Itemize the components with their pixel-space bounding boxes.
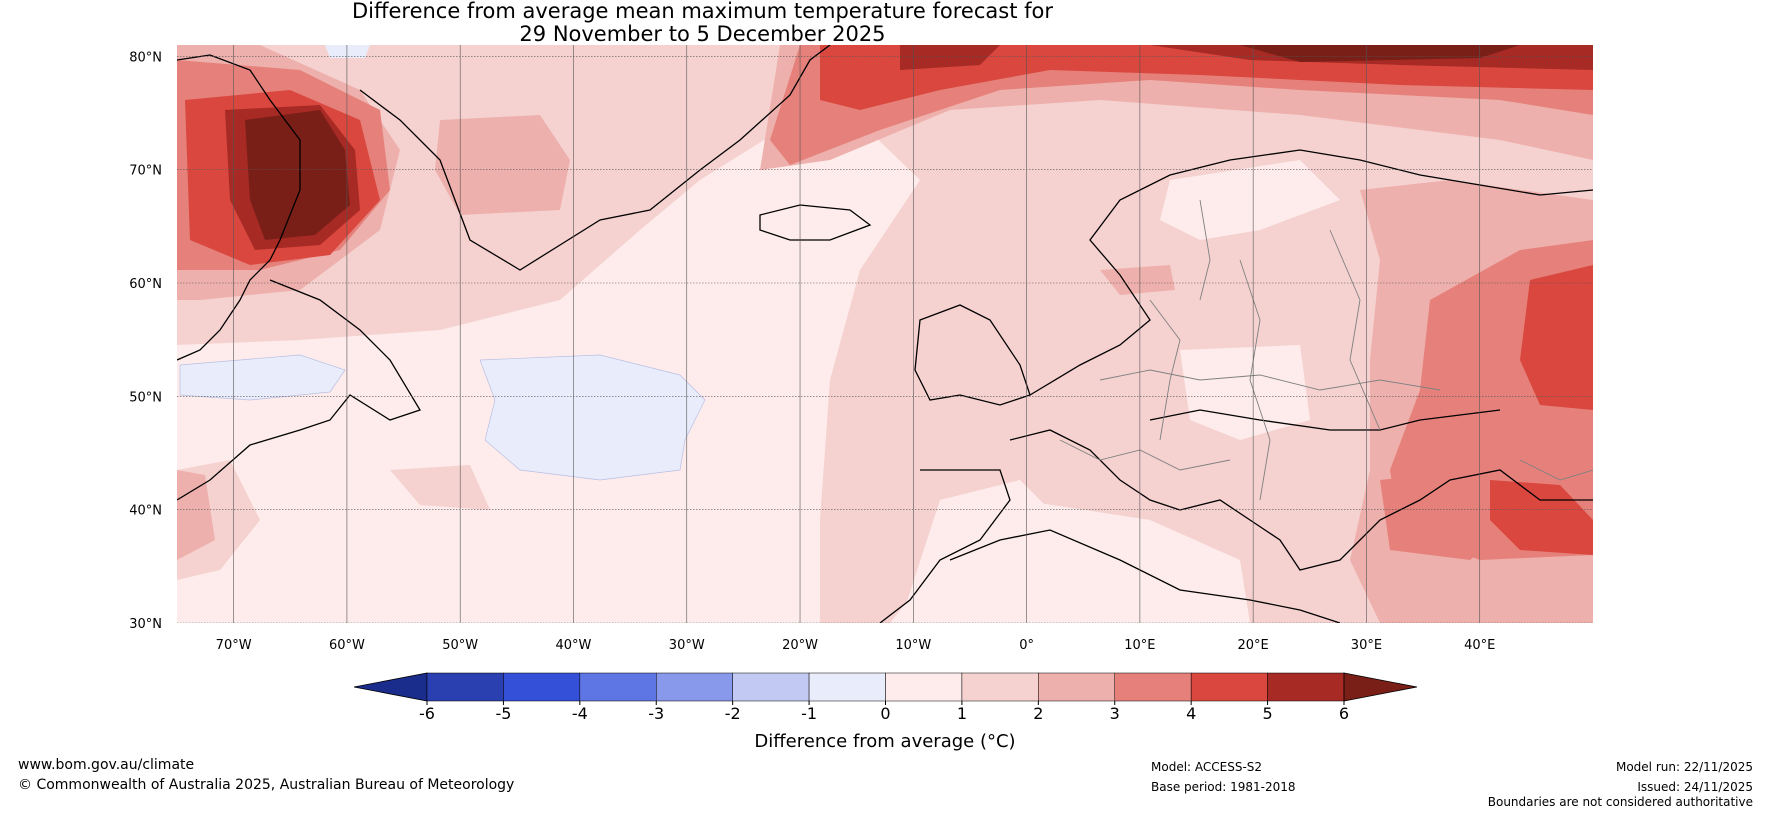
issued-text: Issued: 24/11/2025: [1637, 780, 1753, 794]
colorbar-segment: [1267, 672, 1345, 702]
coastline-scandinavia-north: [1029, 149, 1593, 396]
lon-tick-label: 30°W: [669, 638, 705, 653]
anomaly-region-below-average-atlantic: [479, 354, 706, 481]
anomaly-region-2-3-norway: [1100, 265, 1175, 295]
base-period-text: Base period: 1981-2018: [1151, 780, 1296, 794]
colorbar-tick-label: 3: [1110, 704, 1120, 723]
lon-tick-label: 30°E: [1351, 638, 1382, 653]
lon-tick-label: 40°W: [556, 638, 592, 653]
coastline-iberia: [879, 469, 1011, 623]
anomaly-field: [177, 45, 1593, 623]
colorbar-tick-label: 0: [880, 704, 890, 723]
lon-tick-label: 50°W: [442, 638, 478, 653]
colorbar-segment: [426, 672, 504, 702]
colorbar-segment: [961, 672, 1039, 702]
anomaly-region-above-6-arctic: [1240, 45, 1520, 62]
anomaly-region-4-5-caucasus: [1490, 480, 1593, 555]
latitude-labels: 80°N 70°N 60°N 50°N 40°N 30°N: [129, 50, 162, 632]
lat-tick-label: 60°N: [129, 277, 162, 292]
border-line-1: [1099, 369, 1441, 391]
anomaly-region-2-3-greenland-sea: [435, 115, 570, 215]
anomaly-pocket-central-europe: [1180, 345, 1310, 440]
border-line-6: [1199, 199, 1211, 301]
coastline-baffin-labrador: [177, 54, 301, 361]
coastline-north-africa: [949, 529, 1341, 623]
footer-run-info: Model run: 22/11/2025 Issued: 24/11/2025: [1616, 757, 1753, 797]
colorbar-segment: [1190, 672, 1268, 702]
colorbar-segment: [656, 672, 733, 702]
coastline-mediterranean-north: [1009, 429, 1593, 571]
anomaly-region-below-average-north: [325, 45, 370, 58]
coastline-british-isles: [914, 304, 1031, 406]
lat-tick-label: 80°N: [129, 50, 162, 65]
anomaly-pocket-north-africa: [900, 480, 1060, 623]
website-link[interactable]: www.bom.gov.au/climate: [18, 757, 195, 773]
colorbar-tick-label: 5: [1262, 704, 1272, 723]
colorbar-segment: [1038, 672, 1116, 702]
colorbar-tick-label: -5: [495, 704, 511, 723]
lon-tick-label: 10°E: [1124, 638, 1155, 653]
lat-tick-label: 50°N: [129, 390, 162, 405]
footer-left: www.bom.gov.au/climate © Commonwealth of…: [18, 755, 514, 795]
colorbar-segment: [1114, 672, 1192, 702]
footer-model-info: Model: ACCESS-S2 Base period: 1981-2018: [1151, 757, 1296, 797]
border-line-7: [1519, 459, 1593, 481]
anomaly-region-3-4-turkey: [1380, 470, 1520, 560]
coastline-newfoundland: [177, 279, 421, 501]
anomaly-region-2-3-south-west: [177, 470, 215, 560]
copyright-text: © Commonwealth of Australia 2025, Austra…: [18, 777, 515, 793]
longitude-labels: 70°W 60°W 50°W 40°W 30°W 20°W 10°W 0° 10°E 20°E 30…: [216, 638, 1496, 653]
colorbar-extend-high: [1343, 672, 1418, 702]
colorbar-tick-label: -1: [801, 704, 817, 723]
anomaly-pocket-scandinavia: [1160, 160, 1340, 240]
lon-tick-label: 0°: [1019, 638, 1034, 653]
lon-tick-label: 10°W: [895, 638, 931, 653]
colorbar-label: Difference from average (°C): [754, 731, 1015, 752]
colorbar-segment: [808, 672, 886, 702]
anomaly-region-4-5-russia: [1520, 265, 1593, 410]
colorbar-tick-label: -4: [572, 704, 588, 723]
anomaly-region-1-2-mid-atlantic: [390, 465, 490, 510]
colorbar-tick-label: 6: [1339, 704, 1349, 723]
border-line-2: [1149, 299, 1181, 441]
lon-tick-label: 20°W: [782, 638, 818, 653]
lon-tick-label: 20°E: [1238, 638, 1269, 653]
coastline-iceland: [759, 204, 872, 241]
anomaly-region-below-average-labrador: [179, 354, 346, 401]
colorbar-tick-label: -3: [648, 704, 664, 723]
lat-tick-label: 70°N: [129, 164, 162, 179]
colorbar-segment: [579, 672, 657, 702]
country-borders: [1059, 199, 1593, 501]
colorbar-tick-label: -6: [419, 704, 435, 723]
lon-tick-label: 40°E: [1464, 638, 1495, 653]
colorbar-tick-label: 1: [957, 704, 967, 723]
colorbar-segment: [885, 672, 963, 702]
title-line-2: 29 November to 5 December 2025: [519, 22, 886, 46]
colorbar: -6 -5 -4 -3 -2 -1 0 1 2 3 4 5 6: [353, 672, 1418, 723]
colorbar-tick-label: -2: [725, 704, 741, 723]
anomaly-region-5-6-svalbard: [900, 45, 1000, 70]
border-line-4: [1329, 229, 1381, 431]
gridlines: [177, 45, 1593, 623]
colorbar-tick-label: 2: [1033, 704, 1043, 723]
disclaimer-text: Boundaries are not considered authoritat…: [1487, 795, 1753, 809]
colorbar-extend-low: [353, 672, 428, 702]
anomaly-region-above-6-baffin: [245, 110, 350, 240]
lat-tick-label: 30°N: [129, 617, 162, 632]
model-run-text: Model run: 22/11/2025: [1615, 760, 1753, 774]
coastline-black-sea: [1149, 409, 1501, 431]
colorbar-segment: [732, 672, 810, 702]
coastlines: [177, 45, 1593, 623]
title-line-1: Difference from average mean maximum tem…: [352, 0, 1053, 23]
colorbar-segment: [503, 672, 581, 702]
coastline-greenland: [359, 45, 831, 271]
lon-tick-label: 70°W: [216, 638, 252, 653]
chart-title: Difference from average mean maximum tem…: [0, 0, 1405, 46]
lat-tick-label: 40°N: [129, 504, 162, 519]
model-text: Model: ACCESS-S2: [1151, 760, 1263, 774]
lon-tick-label: 60°W: [329, 638, 365, 653]
colorbar-tick-label: 4: [1186, 704, 1196, 723]
